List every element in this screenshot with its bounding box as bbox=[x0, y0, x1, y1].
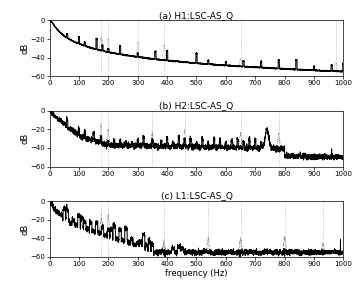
Title: (a) H1:LSC-AS_Q: (a) H1:LSC-AS_Q bbox=[159, 11, 234, 20]
Title: (c) L1:LSC-AS_Q: (c) L1:LSC-AS_Q bbox=[160, 191, 233, 200]
X-axis label: frequency (Hz): frequency (Hz) bbox=[165, 269, 228, 277]
Title: (b) H2:LSC-AS_Q: (b) H2:LSC-AS_Q bbox=[159, 101, 234, 110]
Y-axis label: dB: dB bbox=[20, 43, 29, 54]
Y-axis label: dB: dB bbox=[20, 133, 29, 144]
Y-axis label: dB: dB bbox=[20, 223, 29, 235]
